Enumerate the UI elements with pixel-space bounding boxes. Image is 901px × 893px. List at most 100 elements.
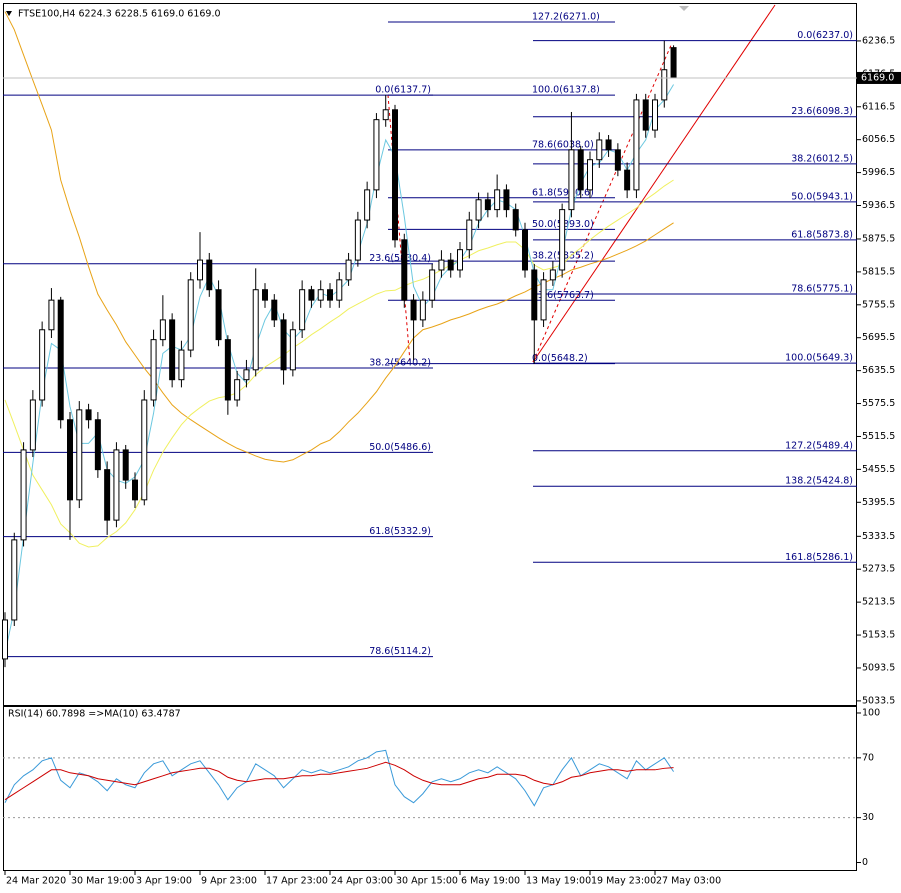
- fib-label: 161.8(5286.1): [785, 552, 853, 563]
- menu-arrow: [6, 11, 12, 16]
- candle-body: [187, 279, 194, 351]
- x-tick-label: 24 Apr 03:00: [331, 876, 393, 887]
- candle-body: [141, 399, 148, 501]
- fib-label: 100.0(5649.3): [785, 353, 853, 364]
- y-tick-label: 5455.5: [862, 464, 895, 475]
- candle-body: [392, 109, 398, 241]
- candle-body: [587, 159, 593, 191]
- y-tick-label: 5875.5: [862, 233, 895, 244]
- candle-body: [494, 189, 501, 211]
- candle-body: [224, 339, 231, 401]
- candle-body: [419, 299, 426, 321]
- y-tick-label: 5695.5: [862, 332, 895, 343]
- y-tick-label: 5815.5: [862, 266, 895, 277]
- candle-body: [39, 329, 46, 401]
- x-tick-label: 30 Apr 15:00: [396, 876, 458, 887]
- y-tick-label: 5575.5: [862, 398, 895, 409]
- candle-body: [262, 289, 268, 301]
- candle-body: [85, 409, 92, 421]
- candle-body: [76, 409, 83, 501]
- candle-body: [336, 279, 343, 301]
- candle-body: [605, 139, 612, 151]
- fib-label: 127.2(6271.0): [532, 12, 600, 23]
- candle-body: [215, 289, 222, 341]
- x-tick-label: 13 May 19:00: [526, 876, 591, 887]
- candle-body: [20, 449, 27, 541]
- candle-body: [345, 259, 352, 281]
- candle-body: [289, 329, 296, 371]
- x-tick-label: 24 Mar 2020: [6, 876, 66, 887]
- x-tick-label: 3 Apr 19:00: [136, 876, 192, 887]
- candle-body: [206, 259, 213, 291]
- line-series: [4, 749, 674, 807]
- candle-body: [503, 189, 510, 211]
- y-tick-label: 5395.5: [862, 497, 895, 508]
- y-axis: 100 70 30 0: [857, 707, 880, 868]
- x-tick-label: 27 May 03:00: [656, 876, 721, 887]
- y-tick-label: 0: [862, 857, 868, 868]
- candle-body: [67, 419, 73, 501]
- fib-label: 61.8(5873.8): [791, 229, 853, 240]
- candle-body: [11, 539, 18, 621]
- candle-body: [150, 339, 157, 401]
- candle-body: [197, 259, 203, 281]
- y-tick-label: 5635.5: [862, 365, 895, 376]
- candle-body: [299, 289, 306, 331]
- candle-body: [113, 449, 120, 521]
- candle-body: [652, 99, 658, 131]
- candle-body: [234, 379, 241, 401]
- price-panel-frame: [3, 3, 857, 706]
- candle-body: [410, 299, 417, 321]
- candle-body: [642, 99, 649, 131]
- candle-body: [122, 449, 129, 481]
- y-tick-label: 5515.5: [862, 431, 895, 442]
- candle-body: [670, 47, 677, 79]
- candle-body: [447, 259, 454, 271]
- candle-body: [364, 189, 371, 221]
- y-tick-label: 5996.5: [862, 167, 895, 178]
- candle-body: [382, 109, 389, 121]
- candle-body: [429, 269, 436, 301]
- candle-body: [29, 399, 36, 451]
- fib-label: 23.6(5763.7): [532, 290, 594, 301]
- candle-body: [438, 259, 445, 271]
- y-tick-label: 5755.5: [862, 299, 895, 310]
- y-tick-label: 5093.5: [862, 662, 895, 673]
- candle-body: [661, 69, 668, 101]
- candle-body: [280, 319, 287, 371]
- candle-body: [169, 319, 176, 381]
- scroll-marker: [679, 6, 689, 11]
- candle-body: [624, 169, 631, 191]
- candle-body: [549, 269, 556, 281]
- y-tick-label: 30: [862, 812, 874, 823]
- candle-body: [317, 289, 324, 301]
- x-tick-label: 19 May 23:00: [591, 876, 656, 887]
- y-tick-label: 5273.5: [862, 564, 895, 575]
- fib-label: 78.6(6038.0): [532, 139, 594, 150]
- fib-label: 127.2(5489.4): [785, 440, 853, 451]
- candle-body: [596, 139, 603, 161]
- rsi-title: RSI(14) 60.7898 =>MA(10) 63.4787: [8, 709, 181, 720]
- candle-body: [373, 119, 380, 191]
- fib-label: 0.0(6237.0): [797, 30, 853, 41]
- fib-label: 78.6(5114.2): [369, 646, 431, 657]
- candle-body: [94, 419, 101, 471]
- candle-body: [522, 229, 528, 271]
- candle-body: [531, 269, 538, 321]
- y-tick-label: 5333.5: [862, 531, 895, 542]
- x-tick-label: 9 Apr 23:00: [201, 876, 257, 887]
- chart-title: FTSE100,H4 6224.3 6228.5 6169.0 6169.0: [18, 9, 221, 20]
- candle-body: [633, 99, 640, 191]
- candle-body: [2, 619, 8, 660]
- candle-body: [178, 349, 185, 381]
- last-price-label: 6169.0: [861, 72, 894, 83]
- fib-label: 23.6(5830.4): [369, 253, 431, 264]
- candle-body: [466, 219, 473, 251]
- candle-body: [484, 199, 491, 211]
- fib-label: 78.6(5775.1): [791, 284, 853, 295]
- candle-body: [512, 209, 519, 231]
- last-price-box: [857, 71, 901, 84]
- fib-label: 138.2(5424.8): [785, 476, 853, 487]
- candle-body: [308, 289, 315, 301]
